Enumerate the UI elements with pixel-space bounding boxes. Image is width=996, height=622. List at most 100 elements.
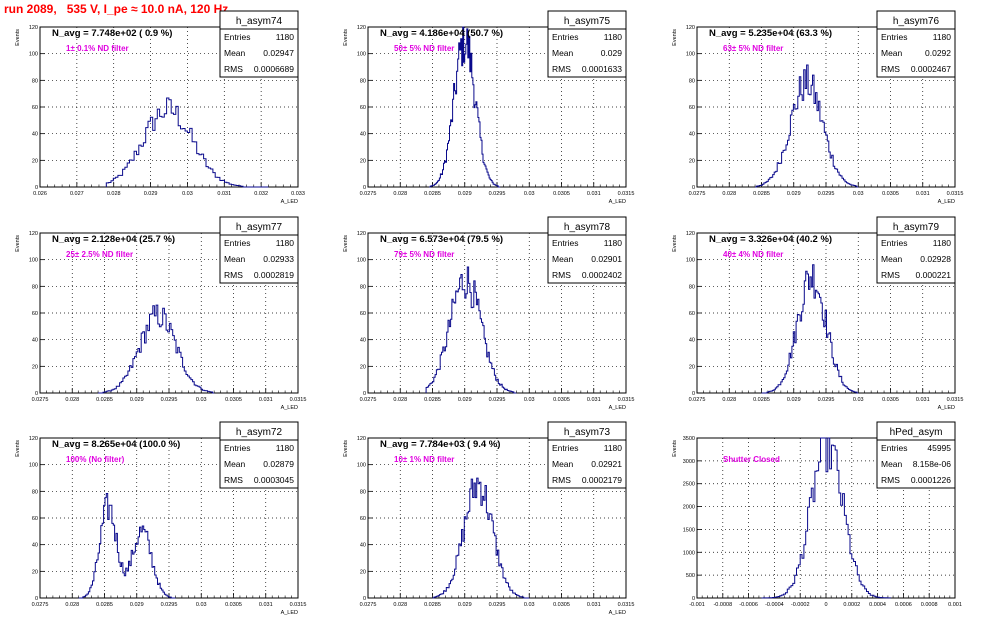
histogram-panel-h_asym77: 0.0275 0.028 0.0285 0.029 0.0295 0.03 0.0305 0.…: [15, 216, 306, 411]
x-tick-label: 0.0305: [882, 397, 899, 403]
x-tick-label: 0.0295: [818, 397, 835, 403]
histogram-line: [429, 26, 501, 188]
x-tick-label: 0.0305: [225, 397, 242, 403]
stat-label: Mean: [881, 254, 903, 264]
histogram-panel-h_asym72: 0.0275 0.028 0.0285 0.029 0.0295 0.03 0.0305 0.…: [15, 421, 306, 616]
y-tick-label: 40: [32, 132, 38, 138]
y-tick-label: 40: [689, 132, 695, 138]
stat-label: RMS: [552, 475, 571, 485]
hist-name: h_asym78: [564, 222, 611, 233]
histogram-panel-h_asym75: 0.0275 0.028 0.0285 0.029 0.0295 0.03 0.0305 0.…: [343, 10, 635, 205]
x-tick-label: 0.029: [130, 397, 144, 403]
y-axis-label: Events: [672, 29, 678, 46]
y-tick-label: 40: [360, 543, 366, 549]
stat-label: Entries: [881, 238, 907, 248]
x-tick-label: 0.0285: [424, 602, 441, 608]
stats-box: hPed_asym Entries 45995 Mean 8.158e-06 RMS 0.0…: [876, 421, 956, 489]
x-tick-label: 0.0295: [489, 397, 506, 403]
histogram-line: [761, 264, 859, 394]
y-tick-label: 120: [686, 25, 695, 31]
stat-value: 0.02928: [920, 254, 951, 264]
x-tick-label: 0.0275: [689, 191, 706, 197]
y-tick-label: 500: [686, 573, 695, 579]
filter-label: 79± 5% ND filter: [394, 250, 454, 259]
x-tick-label: 0.026: [33, 191, 47, 197]
x-tick-label: 0.031: [217, 191, 231, 197]
stats-box-frame: [219, 10, 299, 78]
y-axis-label: Events: [343, 440, 349, 457]
x-tick-label: 0.0275: [32, 397, 49, 403]
y-tick-label: 100: [686, 258, 695, 264]
y-tick-label: 80: [360, 489, 366, 495]
x-tick-label: 0.0305: [553, 191, 570, 197]
stat-label: RMS: [881, 475, 900, 485]
x-tick-label: 0.0305: [882, 191, 899, 197]
x-tick-label: 0.0315: [618, 191, 635, 197]
y-tick-label: 60: [360, 311, 366, 317]
stats-box-frame: [219, 216, 299, 284]
x-tick-label: -0.0008: [713, 602, 732, 608]
x-tick-label: 0.03: [524, 397, 535, 403]
histogram-panel-h_asym78: 0.0275 0.028 0.0285 0.029 0.0295 0.03 0.0305 0.…: [343, 216, 634, 411]
y-axis-label: Events: [343, 235, 349, 252]
stat-label: Mean: [224, 254, 246, 264]
stat-value: 0.000221: [916, 270, 952, 280]
stat-label: RMS: [881, 64, 900, 74]
stat-label: Mean: [552, 459, 574, 469]
stat-value: 0.02921: [591, 459, 622, 469]
stat-value: 0.0001633: [582, 64, 622, 74]
stat-value: 1180: [276, 32, 295, 42]
y-tick-label: 120: [357, 231, 366, 237]
x-tick-label: 0.0285: [96, 397, 113, 403]
y-axis-label: Events: [672, 440, 678, 457]
y-tick-label: 60: [689, 105, 695, 111]
y-tick-label: 120: [29, 231, 38, 237]
stats-box: h_asym72 Entries 1180 Mean 0.02879 RMS 0.00030…: [219, 421, 299, 489]
hist-name: h_asym77: [236, 222, 283, 233]
x-tick-label: 0.0285: [424, 191, 441, 197]
stat-value: 0.0002402: [582, 270, 622, 280]
x-axis-label: A_LED: [281, 610, 298, 616]
stat-value: 0.02901: [591, 254, 622, 264]
filter-label: 25± 2.5% ND filter: [66, 250, 133, 259]
x-tick-label: 0.0004: [869, 602, 886, 608]
x-axis-label: A_LED: [938, 405, 955, 411]
y-tick-label: 80: [32, 78, 38, 84]
stats-box: h_asym75 Entries 1180 Mean 0.029 RMS 0.0001633: [547, 10, 627, 78]
x-tick-label: 0.028: [722, 191, 736, 197]
y-tick-label: 0: [35, 596, 38, 602]
x-tick-label: 0.03: [524, 191, 535, 197]
x-tick-label: 0.001: [948, 602, 962, 608]
x-tick-label: 0.031: [916, 191, 930, 197]
x-tick-label: -0.001: [689, 602, 705, 608]
x-tick-label: 0.0295: [161, 602, 178, 608]
hist-name: h_asym73: [564, 427, 611, 438]
y-axis-label: Events: [343, 29, 349, 46]
stat-value: 1180: [604, 443, 623, 453]
x-tick-label: 0.031: [259, 602, 273, 608]
stat-label: RMS: [552, 270, 571, 280]
x-tick-label: -0.0002: [791, 602, 810, 608]
y-tick-label: 60: [360, 516, 366, 522]
histogram-panel-hPed_asym: -0.001 -0.0008 -0.0006 -0.0004 -0.0002 0 0.000…: [672, 421, 962, 608]
x-tick-label: 0.0285: [753, 191, 770, 197]
y-tick-label: 2000: [683, 505, 695, 511]
y-tick-label: 1500: [683, 527, 695, 533]
y-tick-label: 100: [29, 52, 38, 58]
y-tick-label: 60: [32, 311, 38, 317]
x-tick-label: 0.028: [107, 191, 121, 197]
x-axis-label: A_LED: [609, 199, 626, 205]
y-tick-label: 20: [689, 158, 695, 164]
histogram-line: [761, 437, 891, 599]
stats-box: h_asym78 Entries 1180 Mean 0.02901 RMS 0.00024…: [547, 216, 627, 284]
n-avg-label: N_avg = 7.748e+02 ( 0.9 %): [52, 28, 172, 39]
x-tick-label: 0.0305: [553, 397, 570, 403]
x-tick-label: 0.03: [196, 602, 207, 608]
x-tick-label: 0.0285: [753, 397, 770, 403]
x-tick-label: 0.029: [130, 602, 144, 608]
x-tick-label: 0.032: [254, 191, 268, 197]
x-tick-label: 0.0295: [489, 602, 506, 608]
stats-box-frame: [876, 421, 956, 489]
y-axis-label: Events: [672, 235, 678, 252]
y-tick-label: 1000: [683, 550, 695, 556]
